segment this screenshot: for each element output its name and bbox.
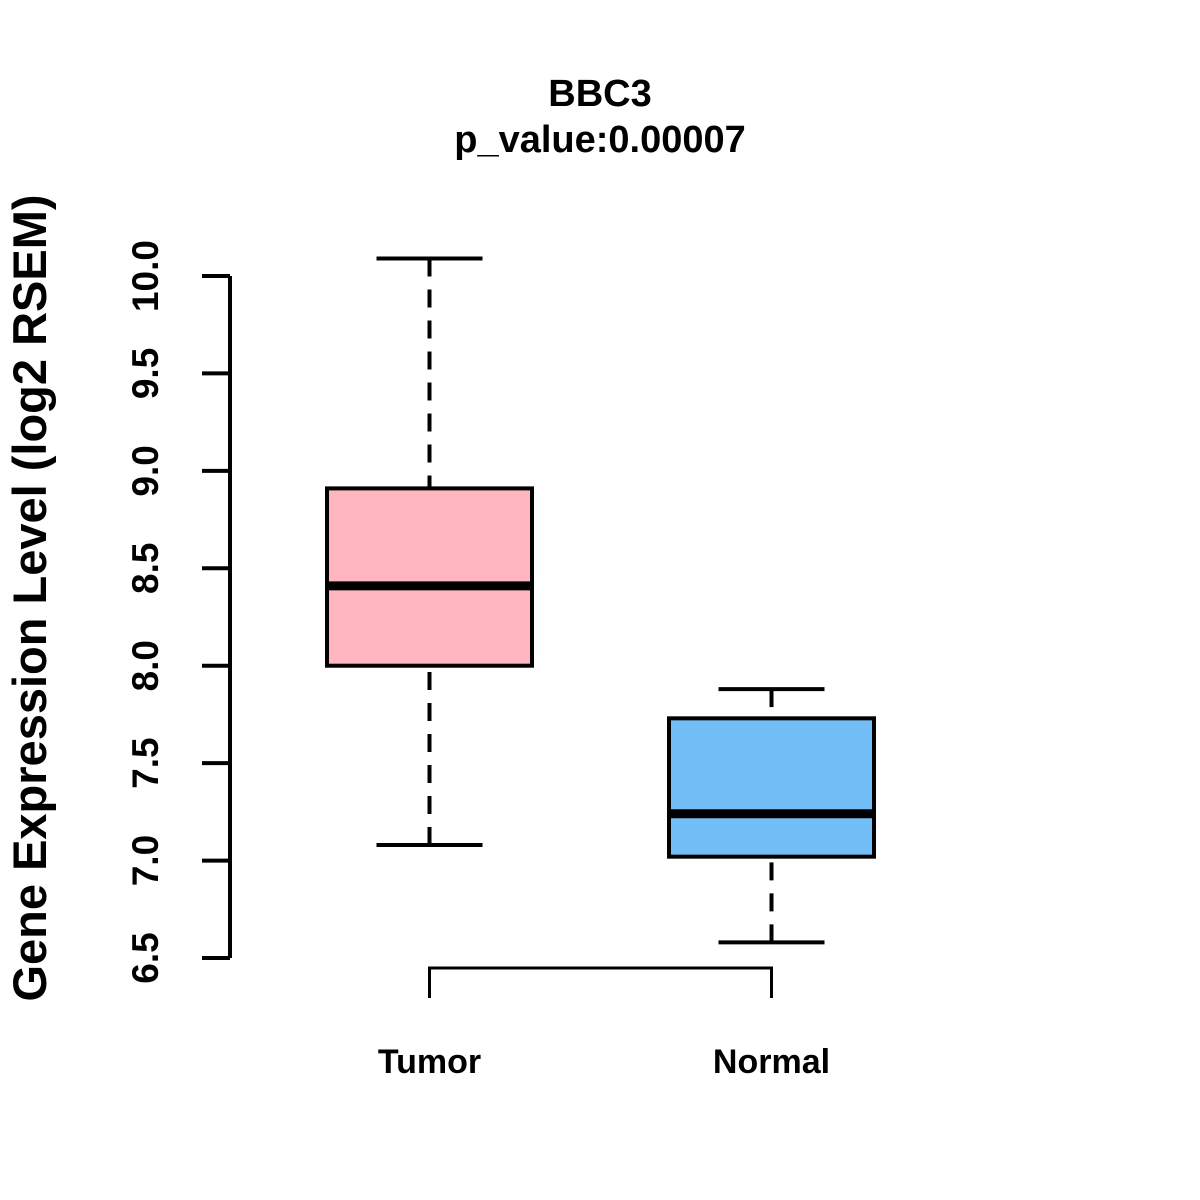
group-label-normal: Normal bbox=[713, 1043, 830, 1081]
y-tick-label: 8.0 bbox=[125, 640, 166, 691]
x-axis-bracket bbox=[428, 966, 773, 998]
y-tick-label: 7.0 bbox=[125, 835, 166, 886]
chart-title: BBC3 bbox=[548, 73, 651, 115]
y-tick-label: 9.0 bbox=[125, 445, 166, 496]
y-tick-label: 10.0 bbox=[125, 240, 166, 312]
boxes bbox=[325, 256, 876, 945]
y-axis: 6.5 7.0 7.5 8.0 8.5 9.0 9.5 10.0 bbox=[125, 240, 232, 984]
y-tick-label: 8.5 bbox=[125, 543, 166, 594]
y-axis-title: Gene Expression Level (log2 RSEM) bbox=[3, 194, 56, 1001]
iqr-box-tumor bbox=[325, 486, 534, 668]
y-tick-label: 7.5 bbox=[125, 737, 166, 788]
boxplot-group-tumor bbox=[325, 256, 534, 847]
y-tick-label: 9.5 bbox=[125, 348, 166, 399]
group-label-tumor: Tumor bbox=[378, 1043, 481, 1081]
x-axis: Tumor Normal bbox=[378, 966, 830, 1081]
y-tick-label: 6.5 bbox=[125, 932, 166, 983]
boxplot-group-normal bbox=[667, 687, 876, 945]
iqr-box-normal bbox=[667, 716, 876, 859]
chart-subtitle: p_value:0.00007 bbox=[454, 119, 746, 161]
